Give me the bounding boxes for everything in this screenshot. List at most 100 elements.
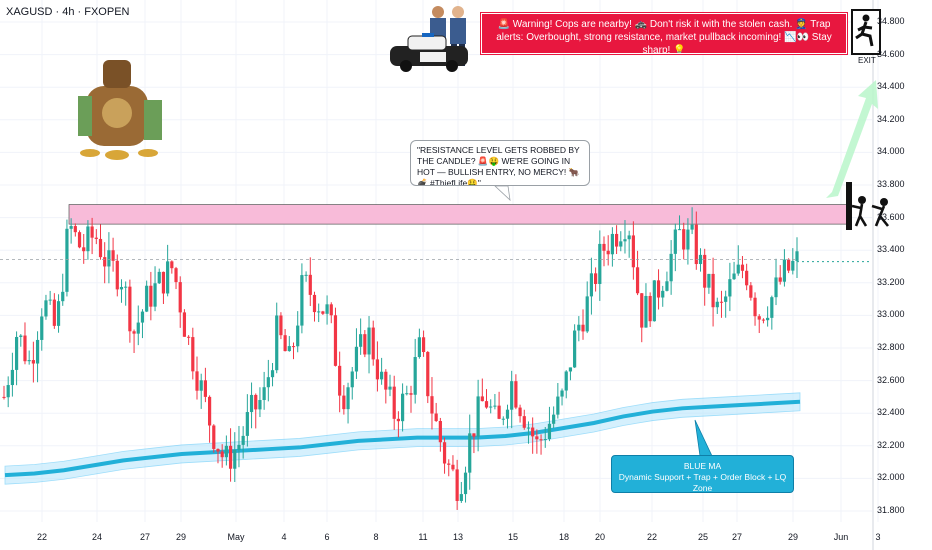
candle-body xyxy=(2,396,6,398)
blue-ma-line xyxy=(4,399,801,478)
candle-body xyxy=(157,271,161,284)
x-tick-label: 27 xyxy=(731,532,743,542)
candle-body xyxy=(673,229,677,254)
candle-body xyxy=(531,427,535,437)
y-tick-label: 34.200 xyxy=(877,113,905,124)
exit-runner-icon xyxy=(851,9,881,55)
candle-body xyxy=(220,451,224,458)
candle-body xyxy=(388,386,392,390)
candle-body xyxy=(363,334,367,355)
y-tick-label: 32.200 xyxy=(877,439,905,450)
candle-body xyxy=(350,371,354,388)
y-tick-label: 31.800 xyxy=(877,505,905,515)
candle-body xyxy=(94,237,98,239)
candle-body xyxy=(459,494,463,501)
y-tick-label: 33.800 xyxy=(877,179,905,189)
candle-body xyxy=(728,279,732,297)
candle-body xyxy=(342,395,346,410)
candle-body xyxy=(103,257,107,267)
candle-body xyxy=(61,291,65,302)
candle-body xyxy=(719,301,724,303)
candle-body xyxy=(86,226,90,252)
candle-body xyxy=(174,268,178,283)
candle-body xyxy=(380,371,384,380)
candle-body xyxy=(522,416,526,428)
candle-body xyxy=(505,409,510,419)
y-tick-label: 34.600 xyxy=(877,48,905,59)
candle-body xyxy=(283,335,287,352)
candle-body xyxy=(31,360,35,364)
candle-body xyxy=(753,297,757,317)
candle-body xyxy=(111,250,115,261)
candle-body xyxy=(619,241,623,247)
candle-body xyxy=(690,224,694,230)
candle-body xyxy=(178,282,182,313)
candle-body xyxy=(795,251,799,261)
candle-body xyxy=(140,311,145,323)
candle-body xyxy=(787,259,791,271)
candle-body xyxy=(207,396,212,426)
candle-body xyxy=(90,226,94,238)
candle-body xyxy=(40,316,44,340)
candle-body xyxy=(501,418,505,420)
candle-body xyxy=(359,334,363,347)
candle-body xyxy=(203,380,207,397)
annotation-note: "RESISTANCE LEVEL GETS ROBBED BY THE CAN… xyxy=(410,140,590,186)
candle-body xyxy=(656,280,661,298)
candle-body xyxy=(682,229,686,250)
candle-body xyxy=(526,427,531,429)
blue-ma xyxy=(4,392,801,485)
candle-body xyxy=(560,390,564,397)
candle-body xyxy=(661,290,665,298)
candle-body xyxy=(308,274,312,295)
x-tick-label: 4 xyxy=(281,532,287,542)
candle-body xyxy=(480,396,484,402)
candle-body xyxy=(589,273,594,297)
x-tick-label: 6 xyxy=(324,532,330,542)
blue-ma-title: BLUE MA xyxy=(683,461,722,471)
candle-body xyxy=(73,226,77,233)
thieves-icon xyxy=(846,182,890,230)
y-tick-label: 34.400 xyxy=(877,81,905,92)
x-tick-label: May xyxy=(227,532,245,542)
money-bag-icon xyxy=(78,60,162,160)
candle-body xyxy=(417,337,421,358)
candle-body xyxy=(329,304,333,316)
candle-body xyxy=(384,371,388,390)
candle-body xyxy=(594,273,598,284)
candle-body xyxy=(732,273,736,280)
candle-body xyxy=(153,283,157,307)
x-tick-label: 3 xyxy=(875,532,881,542)
y-tick-label: 34.800 xyxy=(877,16,905,26)
resistance-zone xyxy=(68,204,850,225)
candle-body xyxy=(375,359,380,380)
candle-body xyxy=(400,393,405,422)
candle-body xyxy=(312,294,317,313)
candle-body xyxy=(149,285,153,307)
candle-body xyxy=(547,423,552,440)
candle-body xyxy=(371,327,375,360)
candle-body xyxy=(614,233,619,247)
candle-body xyxy=(317,311,321,313)
y-tick-label: 32.000 xyxy=(877,472,905,483)
candle-body xyxy=(514,381,518,408)
candle-body xyxy=(564,371,568,391)
x-tick-label: 29 xyxy=(175,532,187,542)
exit-label: EXIT xyxy=(858,56,876,65)
candle-body xyxy=(23,335,27,362)
candle-body xyxy=(497,405,501,419)
candle-body xyxy=(115,260,119,290)
candle-body xyxy=(782,259,787,282)
candle-body xyxy=(338,365,342,396)
candle-body xyxy=(161,271,166,294)
candle-body xyxy=(568,367,573,372)
candle-body xyxy=(266,377,270,388)
candle-body xyxy=(489,406,493,408)
candle-body xyxy=(577,324,581,331)
candle-body xyxy=(241,435,245,445)
candle-body xyxy=(405,393,409,395)
candle-body xyxy=(421,337,426,353)
candle-body xyxy=(258,400,262,410)
candle-body xyxy=(669,253,673,282)
candle-body xyxy=(766,317,770,321)
